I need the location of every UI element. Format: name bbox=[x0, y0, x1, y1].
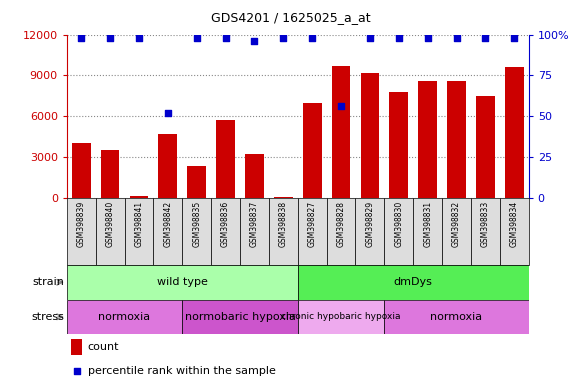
Text: GSM398842: GSM398842 bbox=[163, 201, 173, 247]
Text: stress: stress bbox=[31, 312, 64, 322]
Bar bbox=[418, 81, 437, 198]
Point bbox=[452, 35, 461, 41]
Bar bbox=[182, 300, 297, 334]
Bar bbox=[124, 198, 153, 265]
Bar bbox=[500, 198, 529, 265]
Bar bbox=[274, 197, 293, 198]
Point bbox=[134, 35, 144, 41]
Bar bbox=[67, 198, 96, 265]
Text: count: count bbox=[88, 342, 119, 352]
Bar bbox=[298, 300, 385, 334]
Point bbox=[279, 35, 288, 41]
Bar bbox=[71, 339, 81, 355]
Bar bbox=[96, 198, 124, 265]
Text: GSM398831: GSM398831 bbox=[423, 201, 432, 247]
Text: GSM398840: GSM398840 bbox=[106, 201, 114, 247]
Text: dmDys: dmDys bbox=[394, 277, 433, 287]
Bar bbox=[211, 198, 240, 265]
Bar bbox=[101, 150, 120, 198]
Text: GSM398839: GSM398839 bbox=[77, 201, 86, 247]
Point bbox=[250, 38, 259, 44]
Text: GSM398827: GSM398827 bbox=[308, 201, 317, 247]
Bar bbox=[332, 66, 350, 198]
Bar bbox=[182, 198, 211, 265]
Bar bbox=[240, 198, 269, 265]
Bar bbox=[67, 265, 298, 300]
Bar bbox=[130, 196, 148, 198]
Point bbox=[394, 35, 403, 41]
Text: normoxia: normoxia bbox=[431, 312, 483, 322]
Point bbox=[510, 35, 519, 41]
Text: wild type: wild type bbox=[157, 277, 208, 287]
Text: GSM398836: GSM398836 bbox=[221, 201, 230, 247]
Text: GDS4201 / 1625025_a_at: GDS4201 / 1625025_a_at bbox=[211, 12, 370, 25]
Bar bbox=[216, 120, 235, 198]
Bar bbox=[245, 154, 264, 198]
Bar bbox=[505, 67, 523, 198]
Point bbox=[106, 35, 115, 41]
Bar bbox=[476, 96, 495, 198]
Text: normoxia: normoxia bbox=[99, 312, 150, 322]
Bar bbox=[159, 134, 177, 198]
Bar bbox=[153, 198, 182, 265]
Bar bbox=[413, 198, 442, 265]
Text: GSM398829: GSM398829 bbox=[365, 201, 374, 247]
Bar bbox=[385, 198, 413, 265]
Bar bbox=[356, 198, 385, 265]
Point bbox=[72, 368, 81, 374]
Text: GSM398834: GSM398834 bbox=[510, 201, 519, 247]
Text: percentile rank within the sample: percentile rank within the sample bbox=[88, 366, 275, 376]
Bar bbox=[447, 81, 466, 198]
Text: chronic hypobaric hypoxia: chronic hypobaric hypoxia bbox=[281, 312, 401, 321]
Bar bbox=[303, 103, 321, 198]
Bar bbox=[385, 300, 529, 334]
Point bbox=[365, 35, 375, 41]
Text: GSM398833: GSM398833 bbox=[481, 201, 490, 247]
Bar bbox=[72, 143, 91, 198]
Text: GSM398828: GSM398828 bbox=[336, 201, 346, 247]
Text: GSM398837: GSM398837 bbox=[250, 201, 259, 247]
Point bbox=[307, 35, 317, 41]
Bar bbox=[327, 198, 356, 265]
Bar bbox=[67, 300, 182, 334]
Point bbox=[221, 35, 230, 41]
Point bbox=[163, 110, 173, 116]
Point bbox=[423, 35, 432, 41]
Point bbox=[480, 35, 490, 41]
Bar bbox=[389, 92, 408, 198]
Text: strain: strain bbox=[32, 277, 64, 287]
Bar bbox=[269, 198, 298, 265]
Bar bbox=[442, 198, 471, 265]
Point bbox=[336, 103, 346, 109]
Text: GSM398832: GSM398832 bbox=[452, 201, 461, 247]
Bar bbox=[298, 265, 529, 300]
Text: GSM398838: GSM398838 bbox=[279, 201, 288, 247]
Text: normobaric hypoxia: normobaric hypoxia bbox=[185, 312, 296, 322]
Bar bbox=[297, 198, 327, 265]
Text: GSM398830: GSM398830 bbox=[394, 201, 403, 247]
Point bbox=[77, 35, 86, 41]
Bar bbox=[471, 198, 500, 265]
Bar bbox=[361, 73, 379, 198]
Bar bbox=[187, 167, 206, 198]
Text: GSM398835: GSM398835 bbox=[192, 201, 201, 247]
Text: GSM398841: GSM398841 bbox=[134, 201, 144, 247]
Point bbox=[192, 35, 202, 41]
